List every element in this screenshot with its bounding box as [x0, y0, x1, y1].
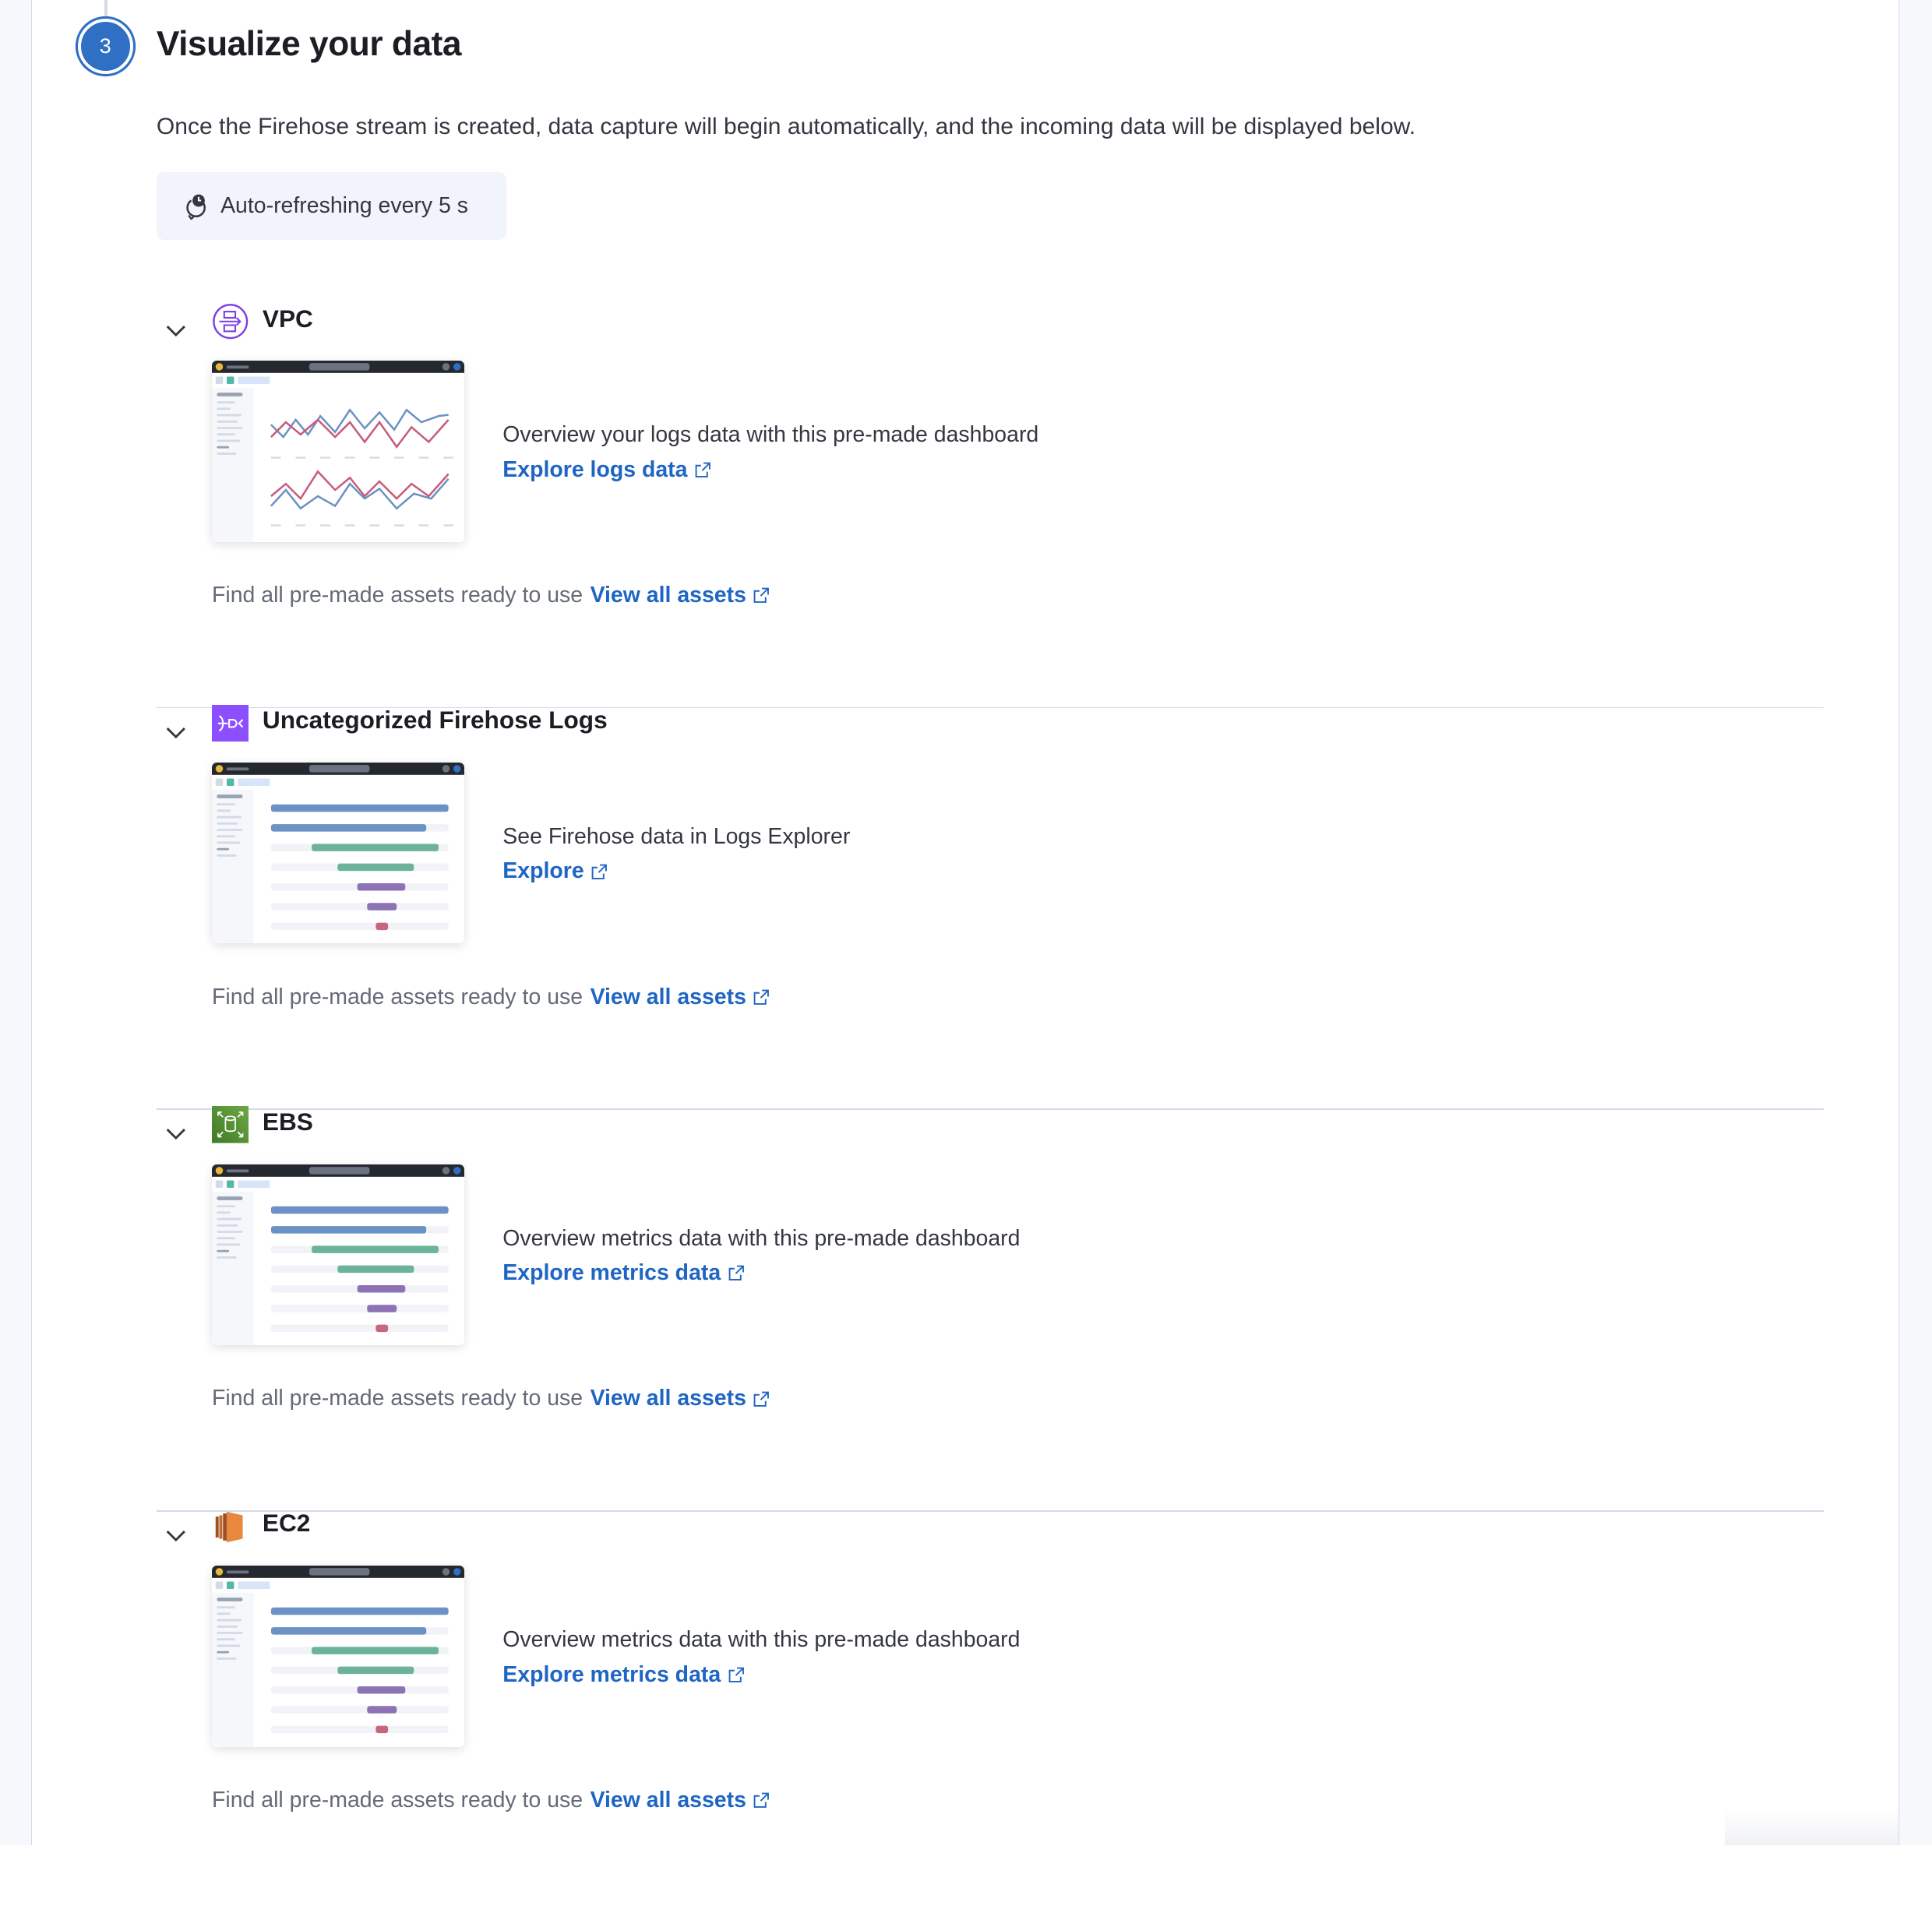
explore-link[interactable]: Explore metrics data	[502, 1260, 744, 1286]
view-all-assets-link[interactable]: View all assets	[591, 583, 770, 608]
external-link-icon	[754, 1792, 770, 1809]
integration-section: Uncategorized Firehose Logs See Firehose …	[156, 704, 1824, 1124]
card-description: Overview your logs data with this pre-ma…	[502, 422, 1039, 448]
right-panel-edge	[1899, 0, 1932, 1846]
chevron-down-icon[interactable]	[164, 1121, 189, 1146]
explore-link[interactable]: Explore metrics data	[502, 1662, 744, 1688]
firehose-icon	[212, 704, 249, 742]
section-divider	[156, 1510, 1824, 1512]
dashboard-thumbnail	[212, 1566, 465, 1747]
integration-section: EC2 Overview metrics data with this pre-m…	[157, 1509, 1824, 1927]
section-title[interactable]: EC2	[262, 1509, 311, 1538]
section-title[interactable]: VPC	[262, 304, 313, 333]
vpc-icon	[213, 304, 249, 340]
external-link-icon	[728, 1265, 744, 1281]
explore-link[interactable]: Explore	[502, 858, 608, 884]
external-link-icon	[591, 864, 608, 879]
external-link-icon	[695, 462, 710, 477]
section-divider	[156, 1108, 1824, 1110]
auto-refresh-badge: Auto-refreshing every 5 s	[156, 172, 507, 241]
integration-section: VPC Overview your logs data with this pre…	[156, 304, 1824, 722]
external-link-icon	[754, 587, 770, 604]
card-description: Overview metrics data with this pre-made…	[502, 1225, 1021, 1251]
assets-footer: Find all pre-made assets ready to use Vie…	[212, 583, 770, 608]
integration-section: EBS Overview metrics data with this pre-m…	[156, 1106, 1824, 1525]
section-title[interactable]: EBS	[262, 1107, 313, 1136]
chevron-down-icon[interactable]	[164, 720, 189, 745]
step-number-badge: 3	[77, 18, 133, 74]
section-divider	[156, 706, 1824, 709]
card-description: Overview metrics data with this pre-made…	[502, 1627, 1021, 1653]
assets-footer: Find all pre-made assets ready to use Vie…	[212, 1386, 770, 1411]
step-title: Visualize your data	[156, 24, 462, 63]
ebs-icon	[212, 1106, 249, 1143]
assets-footer: Find all pre-made assets ready to use Vie…	[212, 985, 770, 1010]
view-all-assets-link[interactable]: View all assets	[591, 985, 770, 1010]
chevron-down-icon[interactable]	[164, 1523, 189, 1548]
dashboard-thumbnail	[212, 763, 465, 944]
dashboard-thumbnail	[212, 1164, 465, 1346]
refresh-clock-icon	[185, 194, 206, 220]
scroll-fade	[1725, 1808, 1899, 1846]
left-gutter	[0, 0, 32, 1846]
view-all-assets-link[interactable]: View all assets	[591, 1788, 770, 1813]
assets-footer: Find all pre-made assets ready to use Vie…	[212, 1788, 770, 1813]
explore-link[interactable]: Explore logs data	[502, 457, 710, 483]
external-link-icon	[754, 1391, 770, 1407]
section-title[interactable]: Uncategorized Firehose Logs	[262, 706, 608, 735]
step-description: Once the Firehose stream is created, dat…	[156, 113, 1416, 139]
view-all-assets-link[interactable]: View all assets	[591, 1386, 770, 1411]
external-link-icon	[728, 1667, 744, 1682]
ec2-icon	[215, 1511, 243, 1543]
card-description: See Firehose data in Logs Explorer	[502, 824, 851, 850]
external-link-icon	[754, 989, 770, 1005]
chevron-down-icon[interactable]	[164, 318, 189, 343]
dashboard-thumbnail	[212, 361, 465, 542]
step-connector-line	[104, 0, 108, 20]
